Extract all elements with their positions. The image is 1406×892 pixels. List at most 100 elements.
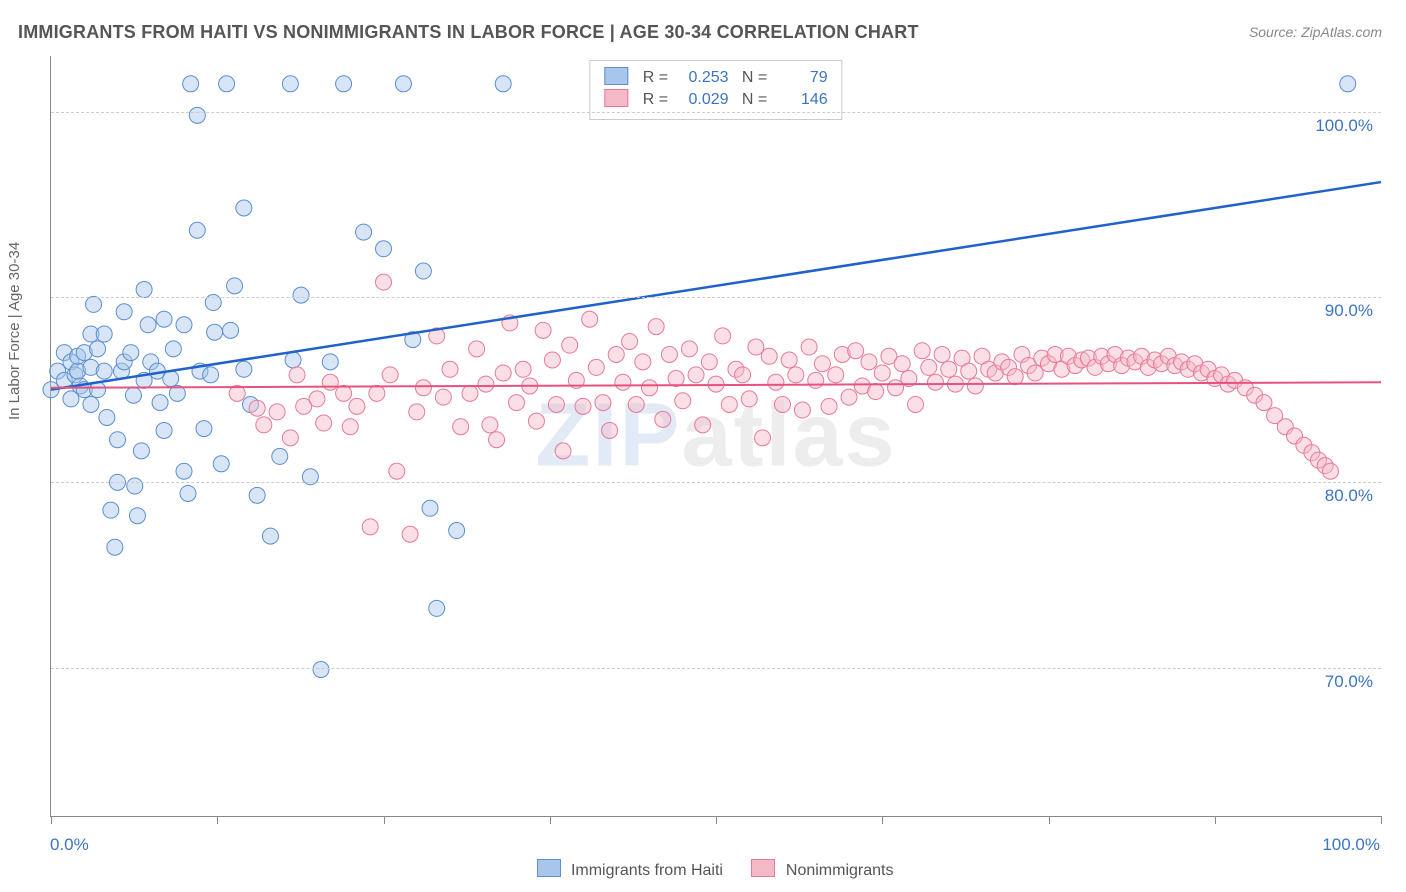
scatter-point xyxy=(602,422,618,438)
scatter-point xyxy=(821,398,837,414)
x-tick xyxy=(550,816,551,824)
scatter-point xyxy=(156,422,172,438)
scatter-point xyxy=(961,363,977,379)
scatter-point xyxy=(262,528,278,544)
scatter-point xyxy=(136,282,152,298)
scatter-point xyxy=(921,359,937,375)
scatter-point xyxy=(127,478,143,494)
scatter-point xyxy=(555,443,571,459)
scatter-point xyxy=(788,367,804,383)
scatter-point xyxy=(382,367,398,383)
scatter-point xyxy=(715,328,731,344)
scatter-point xyxy=(967,378,983,394)
scatter-point xyxy=(735,367,751,383)
scatter-point xyxy=(781,352,797,368)
bottom-legend: Immigrants from Haiti Nonimmigrants xyxy=(0,859,1406,880)
scatter-point xyxy=(848,343,864,359)
x-tick xyxy=(384,816,385,824)
gridline xyxy=(51,112,1381,113)
x-tick xyxy=(217,816,218,824)
scatter-point xyxy=(668,371,684,387)
scatter-point xyxy=(429,600,445,616)
scatter-point xyxy=(768,374,784,390)
scatter-point xyxy=(934,346,950,362)
bottom-swatch-a xyxy=(537,859,561,877)
y-tick-label: 80.0% xyxy=(1325,486,1373,506)
scatter-point xyxy=(775,396,791,412)
legend-r-a: 0.253 xyxy=(673,67,729,89)
x-tick xyxy=(716,816,717,824)
scatter-point xyxy=(608,346,624,362)
gridline xyxy=(51,482,1381,483)
scatter-point xyxy=(908,396,924,412)
scatter-point xyxy=(103,502,119,518)
scatter-point xyxy=(478,376,494,392)
scatter-point xyxy=(588,359,604,375)
scatter-point xyxy=(755,430,771,446)
y-tick-label: 100.0% xyxy=(1315,116,1373,136)
scatter-point xyxy=(356,224,372,240)
scatter-point xyxy=(688,367,704,383)
scatter-point xyxy=(336,76,352,92)
scatter-point xyxy=(515,361,531,377)
bottom-label-a: Immigrants from Haiti xyxy=(571,862,723,879)
scatter-point xyxy=(203,367,219,383)
x-tick xyxy=(1381,816,1382,824)
scatter-point xyxy=(914,343,930,359)
scatter-point xyxy=(196,421,212,437)
scatter-point xyxy=(741,391,757,407)
legend-row-series-b: R = 0.029 N = 146 xyxy=(604,89,827,111)
bottom-swatch-b xyxy=(751,859,775,877)
scatter-point xyxy=(415,380,431,396)
scatter-point xyxy=(861,354,877,370)
scatter-point xyxy=(152,395,168,411)
scatter-point xyxy=(236,361,252,377)
scatter-point xyxy=(90,341,106,357)
scatter-point xyxy=(183,76,199,92)
scatter-point xyxy=(655,411,671,427)
scatter-point xyxy=(176,317,192,333)
scatter-point xyxy=(116,304,132,320)
scatter-point xyxy=(219,76,235,92)
scatter-point xyxy=(176,463,192,479)
scatter-point xyxy=(495,365,511,381)
scatter-point xyxy=(489,432,505,448)
scatter-point xyxy=(189,222,205,238)
scatter-point xyxy=(223,322,239,338)
x-tick xyxy=(51,816,52,824)
scatter-point xyxy=(941,361,957,377)
y-axis-label: In Labor Force | Age 30-34 xyxy=(6,242,23,420)
scatter-point xyxy=(469,341,485,357)
scatter-point xyxy=(376,241,392,257)
scatter-point xyxy=(828,367,844,383)
scatter-point xyxy=(376,274,392,290)
scatter-point xyxy=(362,519,378,535)
scatter-point xyxy=(868,384,884,400)
scatter-point xyxy=(482,417,498,433)
legend-n-b: 146 xyxy=(772,89,828,111)
x-tick xyxy=(1049,816,1050,824)
scatter-point xyxy=(369,385,385,401)
scatter-point xyxy=(282,76,298,92)
scatter-point xyxy=(269,404,285,420)
x-axis-max-label: 100.0% xyxy=(1322,835,1380,855)
scatter-point xyxy=(336,385,352,401)
scatter-point xyxy=(389,463,405,479)
scatter-point xyxy=(615,374,631,390)
x-tick xyxy=(1215,816,1216,824)
scatter-point xyxy=(528,413,544,429)
scatter-point xyxy=(1027,365,1043,381)
scatter-point xyxy=(794,402,810,418)
scatter-point xyxy=(293,287,309,303)
scatter-point xyxy=(495,76,511,92)
scatter-point xyxy=(236,200,252,216)
scatter-point xyxy=(313,662,329,678)
scatter-point xyxy=(415,263,431,279)
scatter-point xyxy=(422,500,438,516)
legend-row-series-a: R = 0.253 N = 79 xyxy=(604,67,827,89)
chart-svg xyxy=(51,56,1381,816)
scatter-point xyxy=(322,374,338,390)
scatter-point xyxy=(1340,76,1356,92)
scatter-point xyxy=(701,354,717,370)
scatter-point xyxy=(83,396,99,412)
